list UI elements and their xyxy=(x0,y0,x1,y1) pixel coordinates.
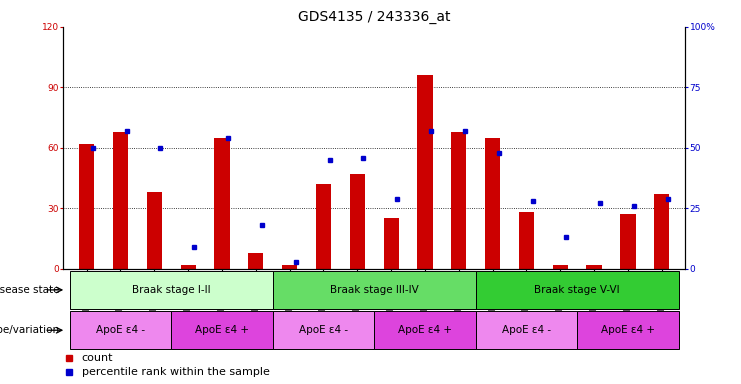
Bar xyxy=(282,265,297,269)
Bar xyxy=(384,218,399,269)
Text: disease state: disease state xyxy=(0,285,59,295)
Bar xyxy=(374,311,476,349)
Text: genotype/variation: genotype/variation xyxy=(0,325,59,335)
Text: count: count xyxy=(82,353,113,363)
Title: GDS4135 / 243336_at: GDS4135 / 243336_at xyxy=(298,10,451,25)
Bar xyxy=(654,194,669,269)
Bar xyxy=(553,265,568,269)
Text: ApoE ε4 -: ApoE ε4 - xyxy=(299,325,348,335)
Bar xyxy=(350,174,365,269)
Bar xyxy=(485,138,500,269)
Text: ApoE ε4 +: ApoE ε4 + xyxy=(195,325,249,335)
Bar xyxy=(577,311,679,349)
Bar xyxy=(171,311,273,349)
Bar xyxy=(620,214,636,269)
Bar xyxy=(451,132,466,269)
Bar xyxy=(273,311,374,349)
Bar xyxy=(417,75,433,269)
Text: percentile rank within the sample: percentile rank within the sample xyxy=(82,367,270,377)
Text: ApoE ε4 +: ApoE ε4 + xyxy=(601,325,655,335)
Bar xyxy=(181,265,196,269)
Bar xyxy=(248,253,263,269)
Text: Braak stage III-IV: Braak stage III-IV xyxy=(330,285,419,295)
Bar xyxy=(476,311,577,349)
Bar xyxy=(70,271,273,309)
Text: ApoE ε4 -: ApoE ε4 - xyxy=(502,325,551,335)
Bar xyxy=(214,138,230,269)
Text: Braak stage I-II: Braak stage I-II xyxy=(132,285,210,295)
Bar xyxy=(79,144,94,269)
Bar xyxy=(316,184,331,269)
Bar xyxy=(586,265,602,269)
Text: ApoE ε4 -: ApoE ε4 - xyxy=(96,325,145,335)
Bar xyxy=(273,271,476,309)
Bar xyxy=(113,132,128,269)
Text: Braak stage V-VI: Braak stage V-VI xyxy=(534,285,620,295)
Bar xyxy=(147,192,162,269)
Bar xyxy=(476,271,679,309)
Text: ApoE ε4 +: ApoE ε4 + xyxy=(398,325,452,335)
Bar xyxy=(519,212,534,269)
Bar xyxy=(70,311,171,349)
